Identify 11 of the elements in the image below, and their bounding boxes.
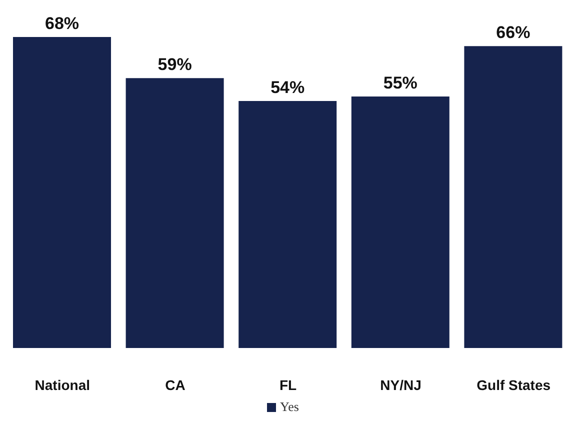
x-tick-label: CA <box>165 376 186 393</box>
x-tick-label: FL <box>279 376 297 393</box>
legend-label: Yes <box>280 399 299 414</box>
data-label: 68% <box>44 14 80 33</box>
data-label: 59% <box>158 55 192 74</box>
data-label: 55% <box>383 73 418 92</box>
data-label: 66% <box>496 23 530 42</box>
x-tick-label: Gulf States <box>476 376 551 393</box>
x-tick-label: NY/NJ <box>380 376 422 393</box>
x-tick-label: National <box>34 376 90 393</box>
data-label: 54% <box>270 78 305 98</box>
